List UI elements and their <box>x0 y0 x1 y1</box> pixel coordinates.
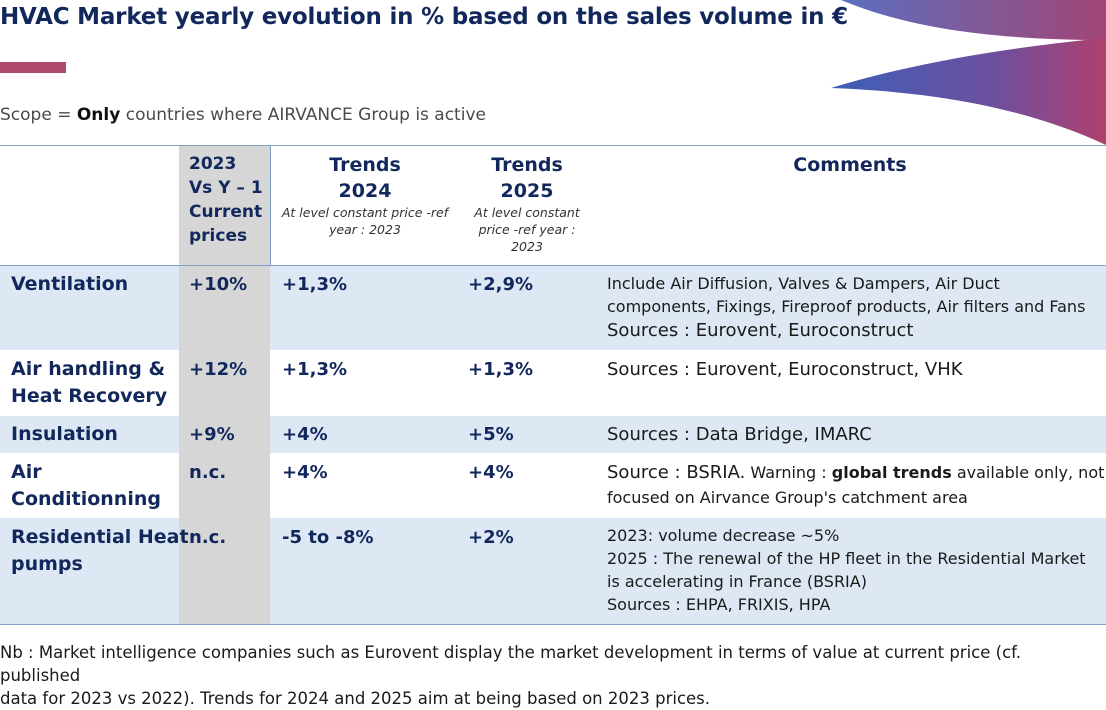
row-label-air-conditioning: Air Conditionning <box>11 459 161 513</box>
trend-2025: +2,9% <box>468 274 534 295</box>
header-trends-2025: Trends 2025 At level constant price -ref… <box>460 152 594 255</box>
row-label-line: Residential Heat <box>11 526 189 548</box>
trend-2025: +5% <box>468 424 514 445</box>
header-trends-2025-sub: At level constant <box>474 205 580 220</box>
header-trends-2024-title: 2024 <box>338 180 392 202</box>
comment-air-conditioning: Source : BSRIA. Warning : global trends … <box>607 460 1104 509</box>
header-2023-line: 2023 <box>189 154 237 174</box>
column-2023-highlight <box>179 145 270 624</box>
comment-line: Include Air Diffusion, Valves & Dampers,… <box>607 274 1000 293</box>
row-label-line: Ventilation <box>11 273 129 295</box>
header-comments: Comments <box>793 154 907 176</box>
accent-bar <box>0 62 66 73</box>
trend-2024: -5 to -8% <box>282 527 374 548</box>
comment-warning-suffix: available only, not <box>951 463 1105 482</box>
trend-2024: +1,3% <box>282 274 348 295</box>
row-label-line: Conditionning <box>11 488 161 510</box>
trend-2025: +2% <box>468 527 514 548</box>
market-table: 2023 Vs Y – 1 Current prices Trends 2024… <box>0 145 1106 625</box>
header-2023-line: prices <box>189 226 248 246</box>
comment-line: 2023: volume decrease ~5% <box>607 526 840 545</box>
footnote: Nb : Market intelligence companies such … <box>0 641 1100 710</box>
header-2023-line: Vs Y – 1 <box>189 178 263 198</box>
comment-insulation: Sources : Data Bridge, IMARC <box>607 424 872 445</box>
comment-line: is accelerating in France (BSRIA) <box>607 572 867 591</box>
value-2023: +12% <box>189 359 248 380</box>
trend-2024: +4% <box>282 462 328 483</box>
comment-source: Source : BSRIA. <box>607 462 746 483</box>
header-2023-line: Current <box>189 202 263 222</box>
scope-line: Scope = Only countries where AIRVANCE Gr… <box>0 105 486 125</box>
comment-warning-bold: global trends <box>831 463 952 482</box>
header-trends-2025-sub: price -ref year : <box>478 222 576 237</box>
row-label-insulation: Insulation <box>11 421 118 448</box>
comment-warning-prefix: Warning : <box>745 463 832 482</box>
page-title: HVAC Market yearly evolution in % based … <box>0 4 848 30</box>
header-trends-2024-title: Trends <box>329 154 401 176</box>
corner-decoration <box>831 0 1106 145</box>
header-trends-2025-title: 2025 <box>500 180 554 202</box>
header-trends-2024-sub: year : 2023 <box>329 222 401 237</box>
value-2023: +10% <box>189 274 248 295</box>
comment-line: focused on Airvance Group's catchment ar… <box>607 488 968 507</box>
scope-prefix: Scope = <box>0 105 77 125</box>
row-label-heat-pumps: Residential Heat pumps <box>11 524 189 578</box>
header-divider <box>270 145 271 265</box>
value-2023: n.c. <box>189 527 227 548</box>
trend-2024: +1,3% <box>282 359 348 380</box>
table-top-rule <box>0 145 1106 146</box>
scope-emphasis: Only <box>76 105 121 125</box>
value-2023: n.c. <box>189 462 227 483</box>
trend-2025: +4% <box>468 462 514 483</box>
header-trends-2025-title: Trends <box>491 154 563 176</box>
comment-line: 2025 : The renewal of the HP fleet in th… <box>607 549 1086 568</box>
header-2023: 2023 Vs Y – 1 Current prices <box>189 152 263 248</box>
header-trends-2024-sub: At level constant price -ref <box>281 205 449 220</box>
comment-line: components, Fixings, Fireproof products,… <box>607 297 1086 316</box>
footnote-line: data for 2023 vs 2022). Trends for 2024 … <box>0 689 711 708</box>
row-label-line: pumps <box>11 553 83 575</box>
row-label-line: Air <box>11 461 42 483</box>
comment-ventilation: Include Air Diffusion, Valves & Dampers,… <box>607 272 1102 344</box>
row-label-line: Heat Recovery <box>11 385 168 407</box>
header-trends-2024: Trends 2024 At level constant price -ref… <box>272 152 458 238</box>
comment-line: Sources : EHPA, FRIXIS, HPA <box>607 595 831 614</box>
scope-suffix: countries where AIRVANCE Group is active <box>120 105 486 125</box>
comment-heat-pumps: 2023: volume decrease ~5% 2025 : The ren… <box>607 524 1102 616</box>
comment-air-handling: Sources : Eurovent, Euroconstruct, VHK <box>607 359 963 380</box>
row-label-line: Air handling & <box>11 358 166 380</box>
comment-line: Source : BSRIA. Warning : global trends … <box>607 460 1104 486</box>
value-2023: +9% <box>189 424 235 445</box>
trend-2025: +1,3% <box>468 359 534 380</box>
header-rule <box>0 265 1106 266</box>
row-label-ventilation: Ventilation <box>11 271 128 298</box>
trend-2024: +4% <box>282 424 328 445</box>
row-label-air-handling: Air handling & Heat Recovery <box>11 356 167 410</box>
table-bottom-rule <box>0 624 1106 625</box>
comment-sources: Sources : Eurovent, Euroconstruct <box>607 320 914 341</box>
header-trends-2025-sub: 2023 <box>511 239 543 254</box>
footnote-line: Nb : Market intelligence companies such … <box>0 643 1022 685</box>
row-label-line: Insulation <box>11 423 118 445</box>
